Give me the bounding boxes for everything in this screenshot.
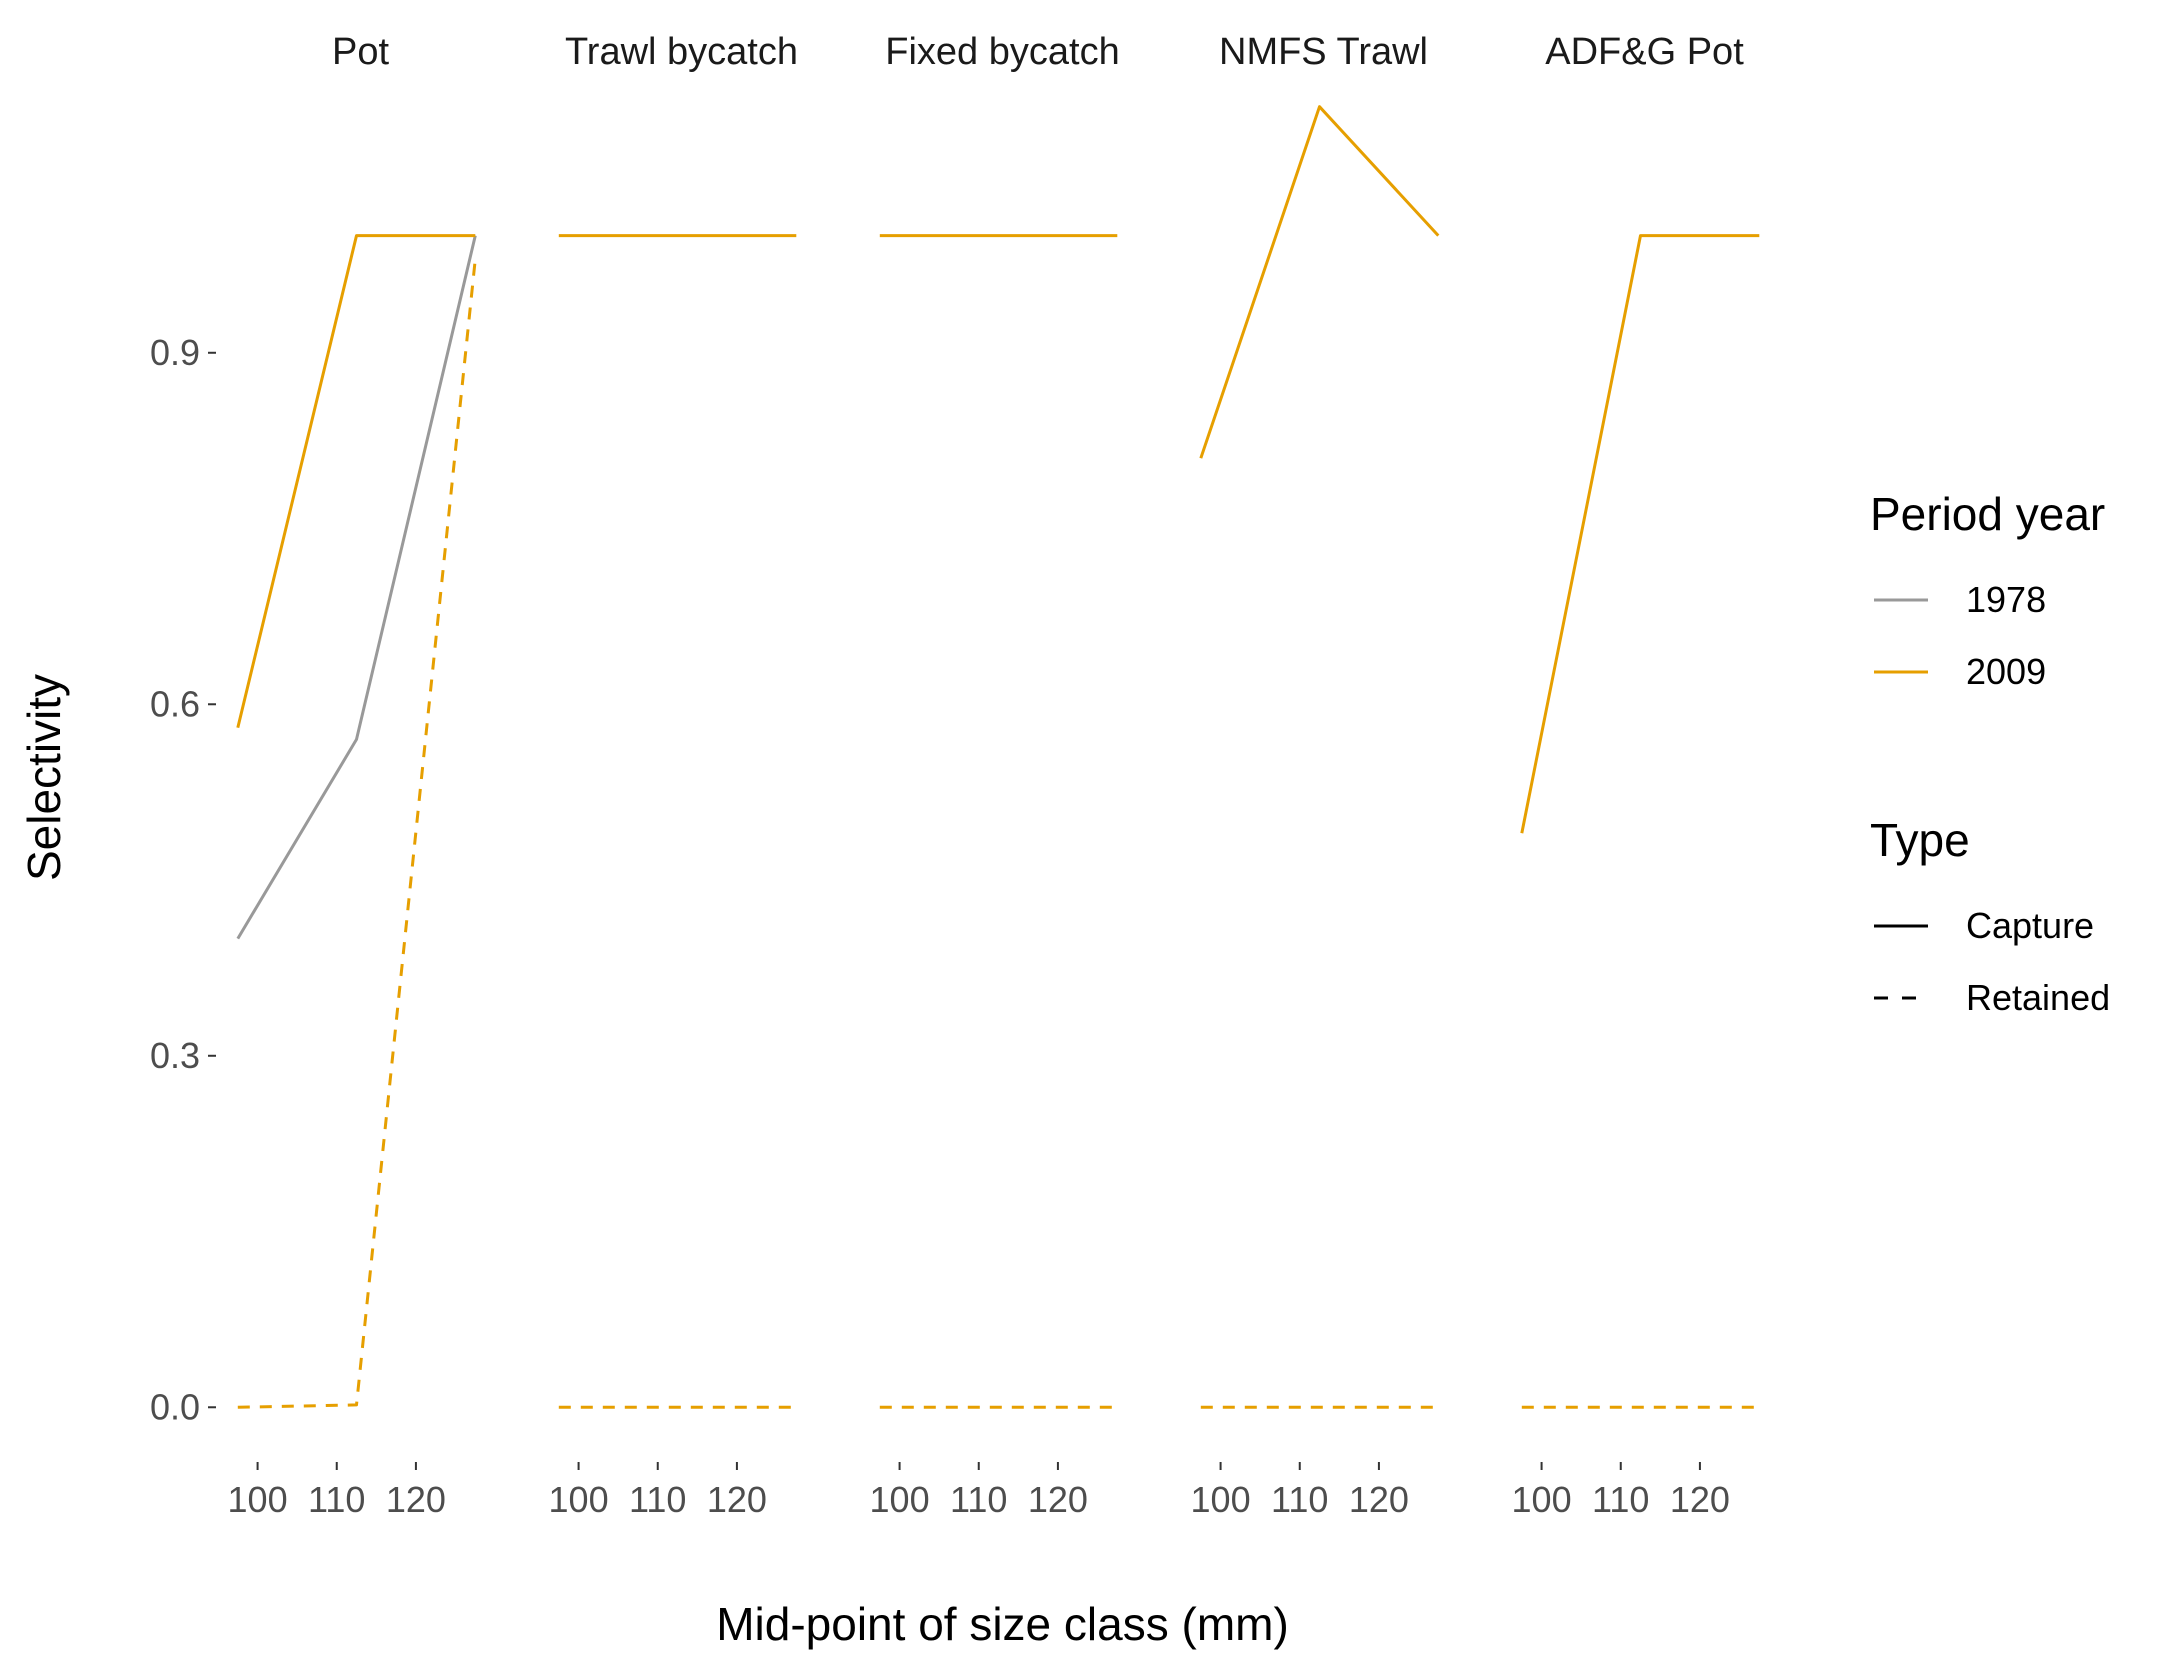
legend-title: Period year <box>1870 488 2105 540</box>
y-axis-title: Selectivity <box>18 674 70 881</box>
facet-panel: Trawl bycatch 100 110 120 <box>549 31 798 1520</box>
series-line-2009-retained <box>237 258 477 1409</box>
x-tick-label: 120 <box>1028 1479 1088 1520</box>
x-tick-label: 100 <box>549 1479 609 1520</box>
series-line-1978-capture <box>236 235 477 940</box>
legend-entry-label: Capture <box>1966 905 2094 946</box>
x-tick-label: 110 <box>950 1479 1007 1520</box>
legend-entry-label: 2009 <box>1966 651 2046 692</box>
y-tick-label: 0.0 <box>150 1386 200 1427</box>
y-tick-label: 0.3 <box>150 1035 200 1076</box>
x-tick-label: 120 <box>1670 1479 1730 1520</box>
x-tick-label: 100 <box>1512 1479 1572 1520</box>
series-line-2009-capture <box>1199 105 1440 459</box>
x-axis-title: Mid-point of size class (mm) <box>716 1598 1289 1650</box>
facet-panel: NMFS Trawl 100 110 120 <box>1191 31 1440 1520</box>
facet-panel: Fixed bycatch 100 110 120 <box>870 31 1120 1520</box>
facet-panel: Pot 100 110 120 <box>228 31 477 1520</box>
facet-strip-label: NMFS Trawl <box>1219 31 1428 73</box>
x-tick-label: 110 <box>629 1479 686 1520</box>
y-axis: 0.0 0.3 0.6 0.9 <box>150 332 216 1427</box>
facet-panel: ADF&G Pot 100 110 120 <box>1512 31 1760 1520</box>
y-tick-label: 0.9 <box>150 332 200 373</box>
facet-strip-label: Pot <box>332 31 389 73</box>
x-tick-label: 110 <box>308 1479 365 1520</box>
facet-strip-label: ADF&G Pot <box>1545 31 1744 73</box>
series-line-2009-capture <box>236 234 476 729</box>
y-tick-label: 0.6 <box>150 683 200 724</box>
x-tick-label: 100 <box>870 1479 930 1520</box>
facet-strip-label: Trawl bycatch <box>565 31 798 73</box>
x-tick-label: 120 <box>1349 1479 1409 1520</box>
x-tick-label: 110 <box>1592 1479 1649 1520</box>
x-tick-label: 100 <box>228 1479 288 1520</box>
x-tick-label: 120 <box>707 1479 767 1520</box>
series-line-2009-capture <box>1520 234 1760 834</box>
legend-title: Type <box>1870 814 1970 866</box>
legend: Period year 1978 2009 Type Capture Retained <box>1870 488 2110 1018</box>
legend-entry-label: 1978 <box>1966 579 2046 620</box>
x-tick-label: 110 <box>1271 1479 1328 1520</box>
x-tick-label: 100 <box>1191 1479 1251 1520</box>
legend-entry-label: Retained <box>1966 977 2110 1018</box>
facet-strip-label: Fixed bycatch <box>885 31 1119 73</box>
x-tick-label: 120 <box>386 1479 446 1520</box>
